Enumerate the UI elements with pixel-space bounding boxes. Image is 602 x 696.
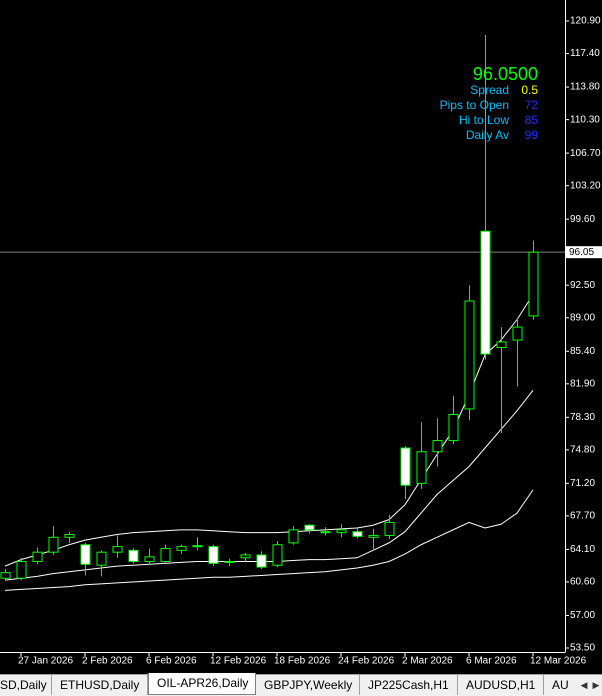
info-value: 0.5 (521, 83, 538, 97)
candle-body (320, 531, 331, 534)
tab[interactable]: GBPJPY,Weekly (256, 675, 360, 695)
candle-body (304, 524, 315, 531)
candle-body (240, 554, 251, 559)
candle-body (16, 560, 27, 579)
candle-body (400, 447, 411, 486)
candle-body (192, 545, 203, 548)
candle-body (0, 572, 11, 579)
candle-body (144, 556, 155, 562)
candle-body (336, 529, 347, 534)
y-tick-label: 106.70 (570, 148, 601, 159)
scroll-left[interactable]: ◀ (580, 680, 588, 690)
y-tick-label: 74.80 (570, 445, 595, 456)
y-tick-label: 53.50 (570, 643, 595, 654)
candle-body (272, 544, 283, 566)
y-tick-label: 113.80 (570, 82, 600, 93)
candle-body (80, 544, 91, 565)
info-value: 85 (525, 113, 539, 127)
candle-body (176, 546, 187, 551)
tab[interactable]: ETHUSD,Daily (52, 675, 148, 695)
tab-scroll: ◀ ▶ (578, 675, 602, 696)
x-tick-label: 12 Mar 2026 (530, 656, 587, 667)
chart: 120.90 117.40 113.80 110.30 106.70 103.20 99.6… (0, 0, 602, 667)
x-tick-label: 24 Feb 2026 (338, 656, 395, 667)
y-tick-label: 89.00 (570, 312, 595, 323)
tab[interactable]: SD,Daily (0, 675, 52, 695)
x-tick-label: 27 Jan 2026 (18, 656, 73, 667)
candle-body (480, 230, 491, 355)
tab-active[interactable]: OIL-APR26,Daily (148, 673, 256, 695)
candle-body (496, 341, 507, 349)
tab-bar: SD,Daily ETHUSD,Daily OIL-APR26,Daily GB… (0, 673, 602, 696)
candle-body (224, 560, 235, 563)
candle-body (512, 326, 523, 341)
candle-body (384, 521, 395, 536)
y-tick-label: 78.30 (570, 412, 595, 423)
band-line (4, 294, 534, 567)
x-tick-label: 2 Feb 2026 (82, 656, 133, 667)
candle-body (464, 300, 475, 410)
band-line (4, 390, 534, 581)
y-tick-label: 120.90 (570, 16, 601, 27)
tab[interactable]: AUDUSD,H1 (458, 675, 544, 695)
candle-body (448, 414, 459, 442)
info-label: Hi to Low (459, 113, 509, 127)
x-tick-label: 12 Feb 2026 (210, 656, 267, 667)
candle-body (288, 529, 299, 544)
candle-body (416, 451, 427, 484)
candle-body (48, 536, 59, 553)
info-price: 96.0500 (473, 64, 538, 84)
info-label: Pips to Open (440, 98, 509, 112)
info-label: Spread (470, 83, 509, 97)
scroll-right[interactable]: ▶ (592, 680, 600, 690)
x-tick-label: 2 Mar 2026 (402, 656, 453, 667)
candle-body (128, 549, 139, 562)
candle-body (96, 551, 107, 566)
candle-body (32, 551, 43, 562)
y-tick-label: 85.40 (570, 346, 595, 357)
x-tick-label: 6 Feb 2026 (146, 656, 197, 667)
candle-body (64, 534, 75, 538)
candle-body (256, 554, 267, 568)
info-value: 99 (525, 128, 539, 142)
y-tick-label: 60.60 (570, 577, 595, 588)
y-tick-label: 103.20 (570, 180, 601, 191)
candle-body (352, 531, 363, 537)
info-label: Daily Av (466, 128, 509, 142)
y-tick-label: 81.90 (570, 378, 595, 389)
tab[interactable]: JP225Cash,H1 (360, 675, 458, 695)
info-value: 72 (525, 98, 539, 112)
y-tick-label: 71.20 (570, 478, 595, 489)
x-tick-label: 6 Mar 2026 (466, 656, 517, 667)
candle-body (160, 547, 171, 562)
candle-body (432, 440, 443, 453)
candle-body (208, 546, 219, 564)
candle-body (528, 251, 539, 317)
y-tick-label: 99.60 (570, 214, 595, 225)
tab[interactable]: AU (552, 678, 569, 692)
x-tick-label: 18 Feb 2026 (274, 656, 331, 667)
y-tick-label: 92.50 (570, 280, 595, 291)
candle-body (112, 546, 123, 553)
y-tick-label: 110.30 (570, 114, 600, 125)
y-tick-label: 64.10 (570, 544, 595, 555)
y-tick-label: 57.00 (570, 610, 595, 621)
candle-body (368, 534, 379, 538)
y-tick-label: 67.70 (570, 511, 595, 522)
band-line (4, 489, 534, 591)
current-price-box (566, 246, 602, 259)
current-price-label: 96.05 (569, 247, 594, 258)
y-tick-label: 117.40 (570, 48, 600, 59)
